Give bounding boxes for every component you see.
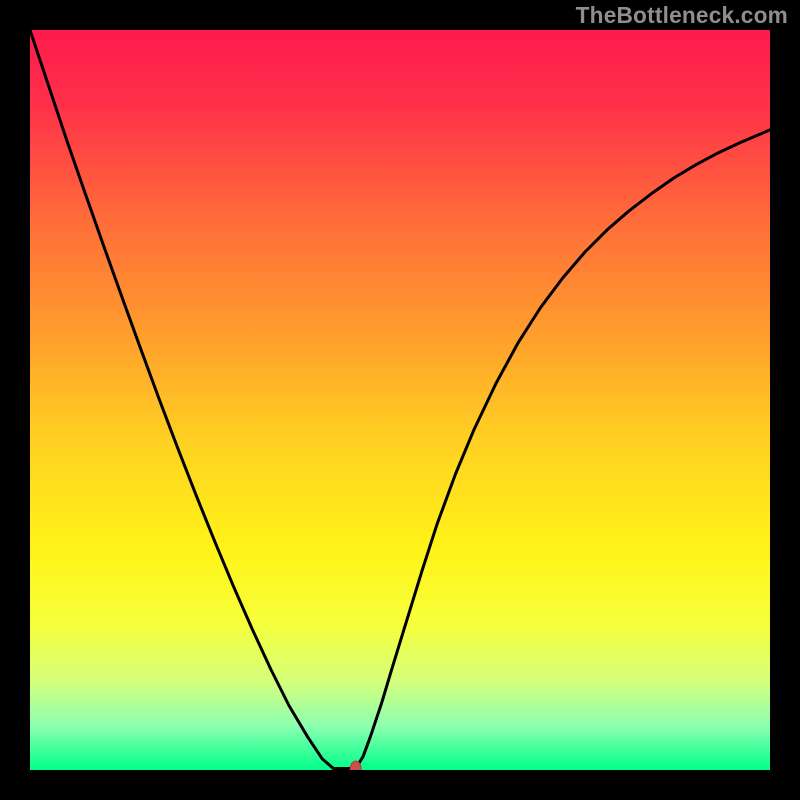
bottleneck-chart <box>30 30 770 770</box>
watermark-text: TheBottleneck.com <box>576 2 788 29</box>
chart-container: TheBottleneck.com <box>0 0 800 800</box>
gradient-background <box>30 30 770 770</box>
